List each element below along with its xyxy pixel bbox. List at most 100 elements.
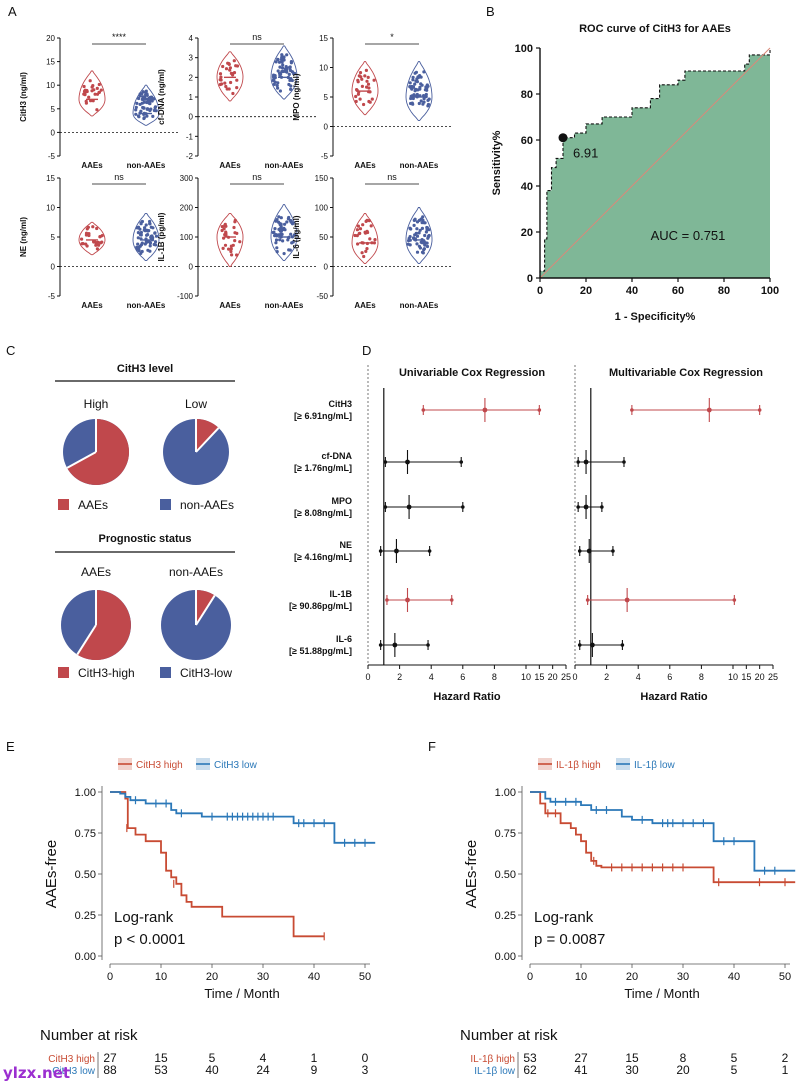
risk-value: 53	[523, 1051, 537, 1065]
data-point	[285, 70, 289, 74]
risk-value: 15	[625, 1051, 639, 1065]
group-label: non-AAEs	[265, 301, 304, 310]
data-point	[235, 64, 240, 68]
data-point	[134, 105, 138, 109]
x-tick-label: 20	[548, 672, 558, 682]
data-point	[224, 230, 228, 234]
p-value-label: p = 0.0087	[534, 931, 605, 948]
forest-panel: Univariable Cox Regression Multivariable …	[289, 365, 778, 703]
data-point	[219, 75, 223, 79]
x-tick-label: 0	[365, 672, 370, 682]
data-point	[360, 77, 364, 81]
group-label: AAEs	[219, 301, 241, 310]
data-point	[279, 72, 283, 76]
point-estimate	[624, 597, 630, 603]
group-label: non-AAEs	[265, 161, 304, 170]
violin-plot-4: 15 10 5 0 -5 NE (ng/ml) ns AAEs non-AAEs	[19, 172, 180, 310]
data-point	[364, 68, 368, 72]
data-point	[95, 247, 99, 251]
data-point	[368, 237, 372, 241]
km-curve	[530, 791, 796, 884]
violin-plot-3: 15 10 5 0 -5 MPO (ng/ml) * AAEs non-AAEs	[292, 32, 453, 170]
data-point	[229, 244, 233, 248]
data-point	[366, 230, 370, 235]
data-point	[423, 221, 427, 225]
data-point	[423, 242, 427, 246]
ci-end	[461, 505, 465, 509]
data-point	[290, 241, 294, 245]
point-estimate	[392, 642, 398, 648]
panel-label-D: D	[362, 343, 371, 358]
data-point	[290, 222, 295, 226]
data-point	[288, 218, 292, 222]
y-tick-label: 0.00	[75, 951, 96, 963]
y-tick-label: 50	[319, 233, 328, 242]
data-point	[134, 108, 138, 112]
data-point	[276, 69, 280, 73]
data-point	[408, 235, 412, 239]
data-point	[363, 230, 367, 234]
violin-outline	[78, 221, 106, 256]
data-point	[355, 234, 359, 238]
data-point	[100, 234, 104, 238]
data-point	[418, 228, 422, 232]
point-estimate	[586, 548, 592, 554]
risk-value: 9	[311, 1063, 318, 1077]
legend-label: CitH3 high	[136, 760, 183, 771]
data-point	[223, 223, 227, 228]
data-point	[139, 109, 143, 113]
y-axis-label: MPO (ng/ml)	[292, 73, 301, 120]
y-tick-label: 3	[189, 54, 194, 63]
data-point	[364, 249, 368, 253]
data-point	[417, 75, 421, 79]
data-point	[278, 89, 282, 93]
data-point	[219, 78, 223, 82]
risk-value: 5	[731, 1051, 738, 1065]
data-point	[140, 219, 144, 224]
data-point	[230, 71, 234, 76]
data-point	[367, 86, 371, 90]
data-point	[283, 228, 287, 232]
data-point	[358, 227, 363, 231]
data-point	[360, 251, 364, 255]
data-point	[417, 231, 421, 235]
data-point	[423, 233, 427, 238]
risk-value: 20	[676, 1063, 690, 1077]
ci-end	[421, 408, 426, 412]
pie-low	[163, 418, 229, 485]
data-point	[136, 242, 140, 246]
data-point	[287, 72, 291, 76]
data-point	[277, 215, 281, 219]
risk-row-label: IL-1β low	[474, 1066, 516, 1077]
risk-value: 5	[731, 1063, 738, 1077]
y-tick-label: 1.00	[495, 787, 516, 799]
data-point	[152, 242, 156, 247]
data-point	[272, 77, 276, 81]
y-tick-label: 80	[521, 89, 533, 101]
data-point	[367, 219, 371, 223]
x-tick-label: 40	[728, 971, 740, 983]
data-point	[414, 79, 418, 83]
data-point	[353, 233, 357, 238]
data-point	[86, 225, 90, 229]
y-tick-label: -2	[186, 152, 194, 161]
ci-end	[611, 549, 615, 553]
data-point	[282, 252, 286, 256]
data-point	[84, 99, 88, 103]
data-point	[223, 81, 227, 85]
x-tick-label: 0	[537, 285, 543, 297]
data-point	[284, 65, 288, 69]
data-point	[235, 78, 239, 82]
data-point	[425, 244, 430, 249]
x-axis-label: 1 - Specificity%	[615, 311, 696, 323]
x-tick-label: 10	[728, 672, 738, 682]
data-point	[415, 234, 420, 238]
y-axis-label: IL-6 (pg/ml)	[292, 215, 301, 258]
data-point	[232, 225, 236, 230]
watermark: ylzx.net	[3, 1064, 71, 1082]
y-tick-label: 20	[46, 34, 55, 43]
data-point	[365, 79, 369, 83]
data-point	[414, 70, 418, 74]
violin-outline	[405, 61, 433, 122]
data-point	[275, 246, 279, 250]
